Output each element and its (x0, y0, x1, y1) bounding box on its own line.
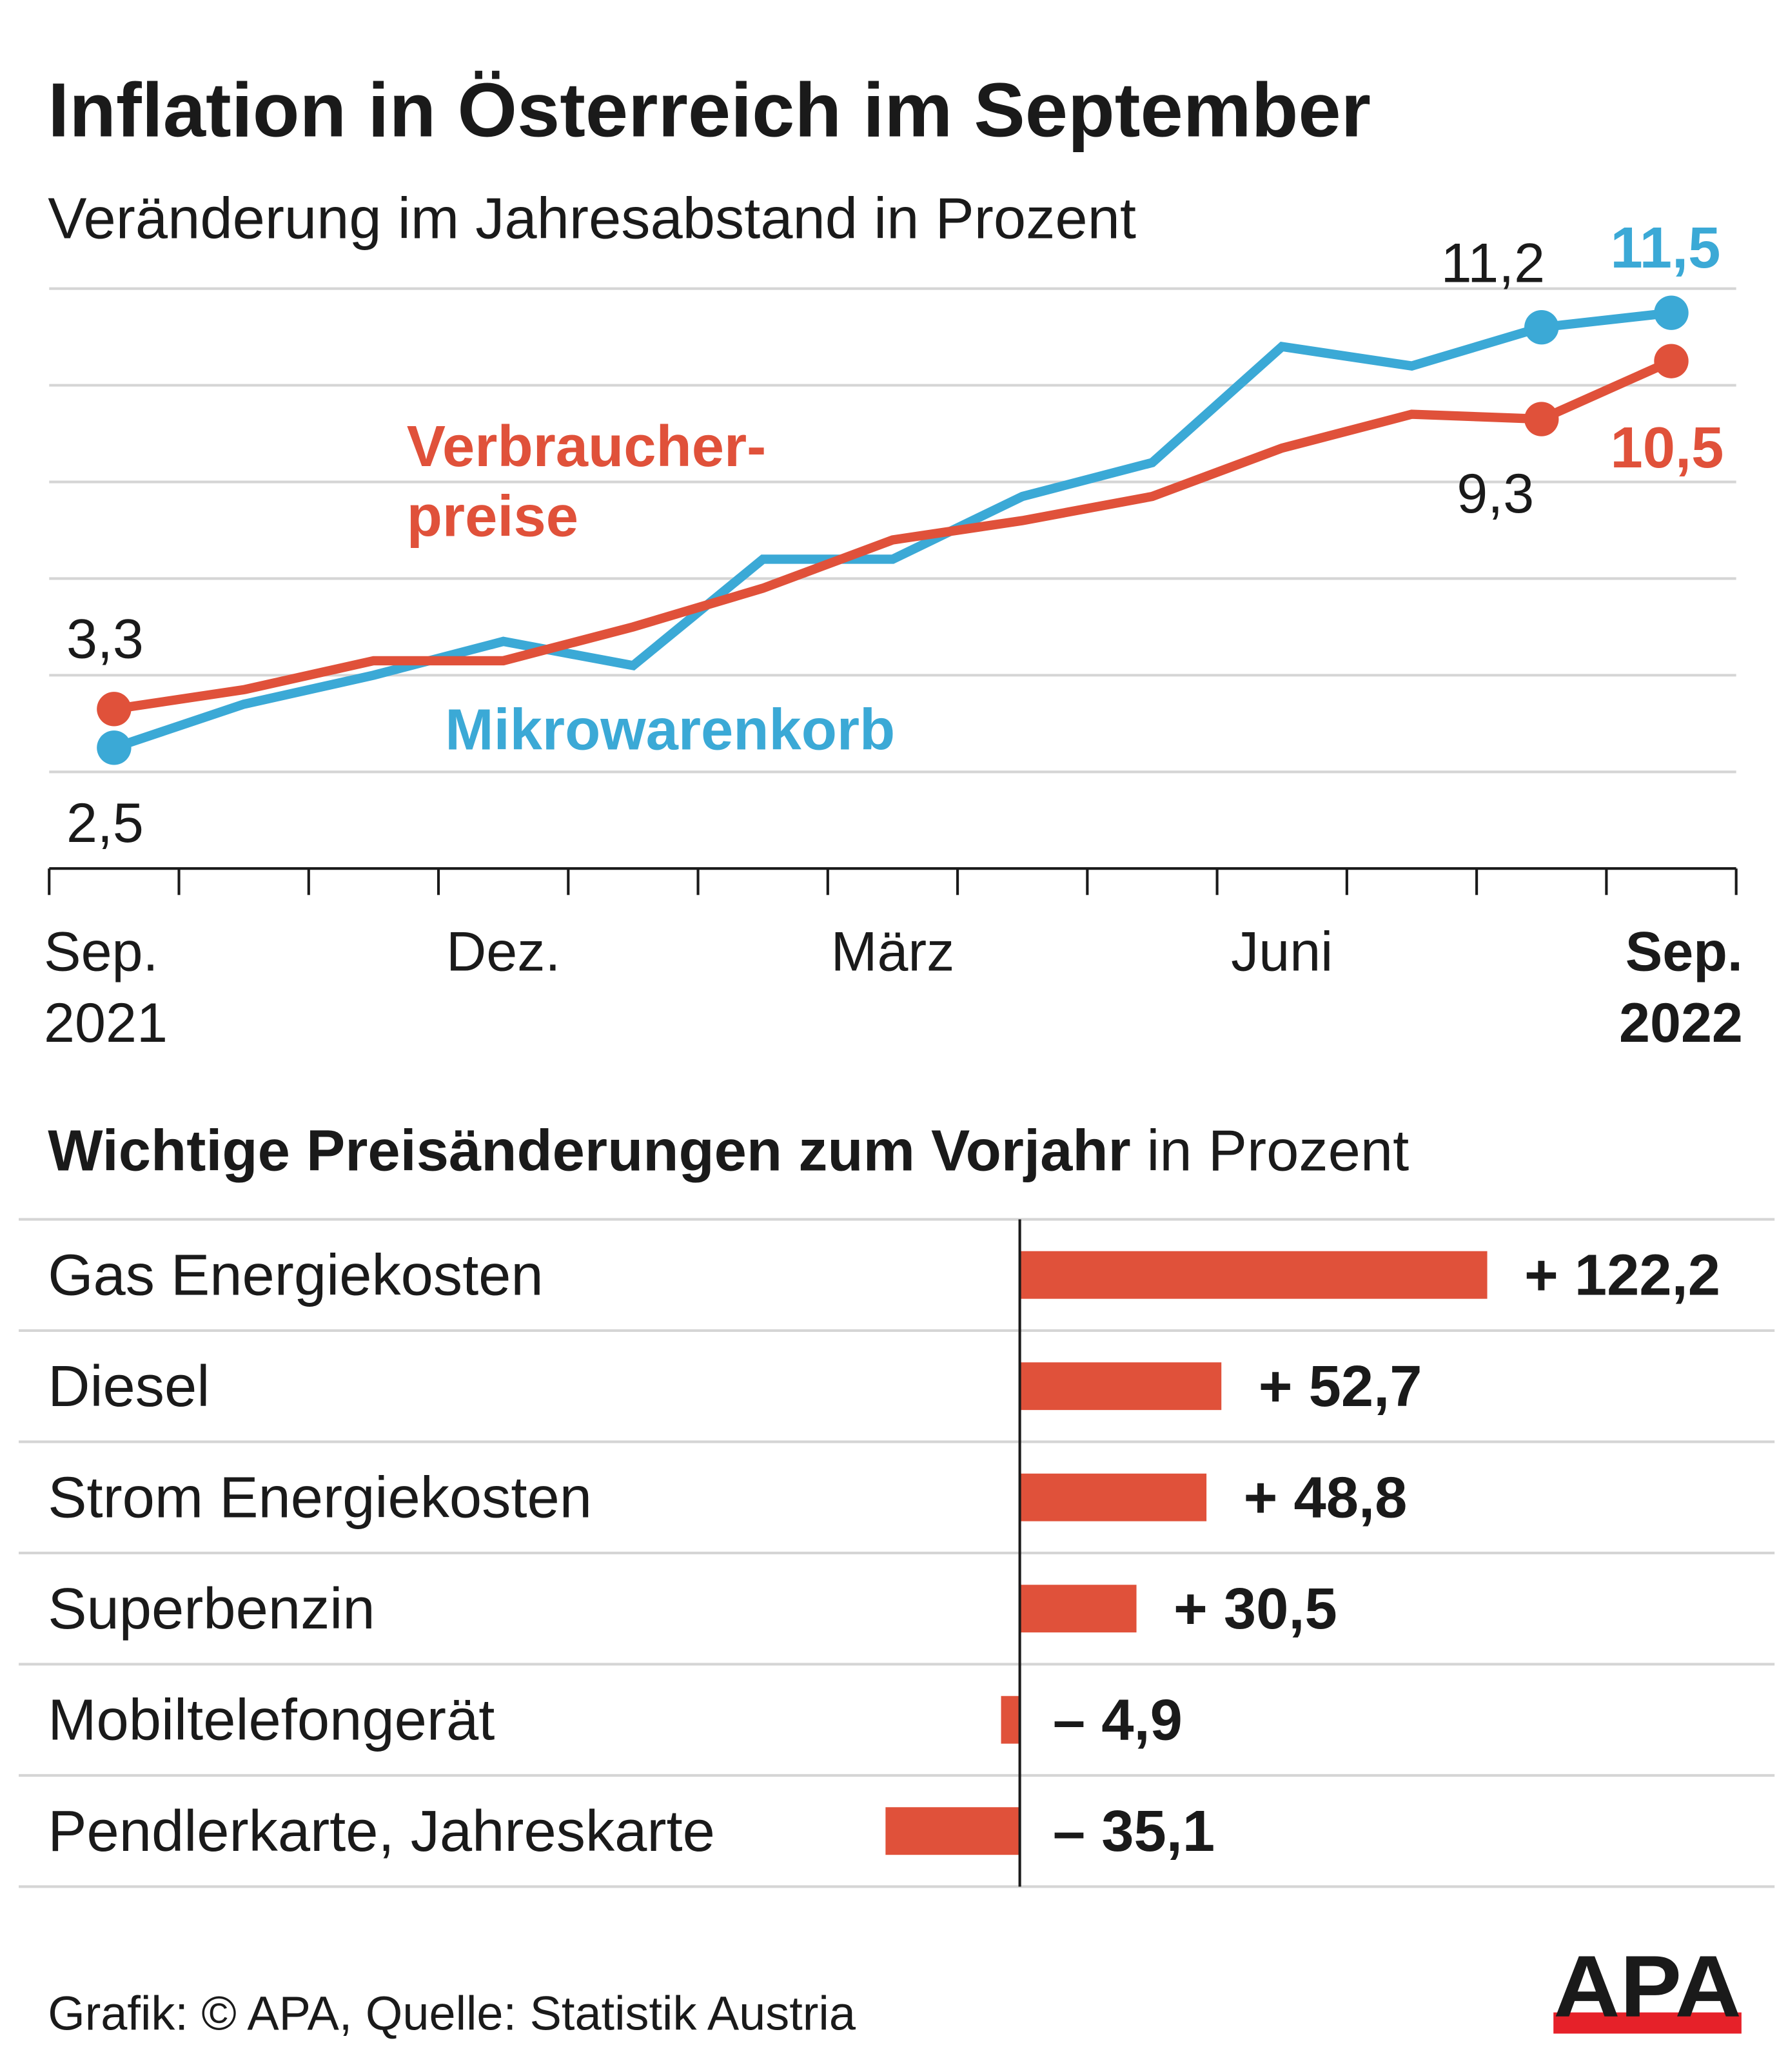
data-label-red-start: 3,3 (66, 609, 144, 670)
x-tick-label: Dez. (446, 921, 560, 982)
bar-value-label: – 4,9 (1053, 1688, 1183, 1753)
data-point (1524, 402, 1559, 436)
bar-category-label: Strom Energiekosten (48, 1465, 592, 1530)
x-axis: Sep. 2021 Dez. März Juni Sep. 2022 (44, 867, 1743, 1054)
data-point (1524, 309, 1559, 345)
bar-chart-title-suffix: in Prozent (1146, 1118, 1409, 1183)
apa-logo: APA (1553, 1937, 1742, 2035)
data-point (97, 692, 132, 727)
bar-value-label: – 35,1 (1053, 1799, 1215, 1864)
bar-category-label: Pendlerkarte, Jahreskarte (48, 1799, 715, 1864)
data-label-red-aug: 9,3 (1457, 463, 1534, 525)
series-line-mikrowarenkorb (112, 308, 1672, 752)
bar (1019, 1585, 1137, 1633)
series-lines (97, 295, 1689, 765)
bar-category-label: Mobiltelefongerät (48, 1688, 495, 1753)
bar-chart: Gas Energiekosten + 122,2 Diesel + 52,7 Stro… (19, 1218, 1775, 1888)
data-label-blue-end: 11,5 (1611, 215, 1721, 280)
bar-value-label: + 30,5 (1174, 1576, 1337, 1641)
bar-row: Strom Energiekosten + 48,8 (48, 1465, 1407, 1530)
data-point (1654, 344, 1689, 378)
bar-row: Gas Energiekosten + 122,2 (48, 1242, 1720, 1307)
bar-row: Superbenzin + 30,5 (48, 1576, 1337, 1641)
bar-category-label: Gas Energiekosten (48, 1242, 544, 1307)
x-tick-label: Sep. (1626, 921, 1743, 982)
data-label-blue-aug: 11,2 (1441, 232, 1545, 294)
bar-category-label: Diesel (48, 1354, 210, 1419)
bar-chart-title-bold: Wichtige Preisänderungen zum Vorjahr (48, 1118, 1131, 1183)
x-tick-label: Sep. (44, 921, 158, 982)
svg-text:APA: APA (1553, 1937, 1742, 2035)
data-point (97, 730, 132, 765)
bar (1019, 1473, 1207, 1521)
x-tick-label-year: 2022 (1619, 992, 1743, 1054)
bar-row: Mobiltelefongerät – 4,9 (48, 1688, 1183, 1753)
data-label-blue-start: 2,5 (66, 792, 144, 854)
series-label-verbraucherpreise-2: preise (407, 484, 578, 549)
chart-title: Inflation in Österreich im September (48, 68, 1371, 153)
bar (1019, 1251, 1488, 1299)
data-label-red-end: 10,5 (1611, 415, 1724, 480)
x-tick-label: Juni (1231, 921, 1333, 982)
bar (885, 1807, 1020, 1855)
bar-row: Pendlerkarte, Jahreskarte – 35,1 (48, 1799, 1215, 1864)
bar-value-label: + 122,2 (1524, 1242, 1720, 1307)
data-point (1654, 295, 1689, 330)
series-line-verbraucherpreise (113, 357, 1673, 714)
footer-source: Grafik: © APA, Quelle: Statistik Austria (48, 1986, 856, 2040)
bar-chart-title: Wichtige Preisänderungen zum Vorjahr in P… (48, 1118, 1409, 1183)
bar-value-label: + 48,8 (1244, 1465, 1408, 1530)
x-tick-label-year: 2021 (44, 992, 168, 1054)
bar-value-label: + 52,7 (1259, 1354, 1422, 1419)
bar-row: Diesel + 52,7 (48, 1354, 1422, 1419)
bar-category-label: Superbenzin (48, 1576, 375, 1641)
gridlines (49, 287, 1736, 774)
bar (1019, 1362, 1222, 1411)
series-label-verbraucherpreise: Verbraucher- (407, 414, 766, 479)
chart-subtitle: Veränderung im Jahresabstand in Prozent (48, 186, 1136, 251)
series-label-mikrowarenkorb: Mikrowarenkorb (445, 697, 895, 762)
x-tick-label: März (831, 921, 955, 982)
bar (1001, 1696, 1020, 1744)
